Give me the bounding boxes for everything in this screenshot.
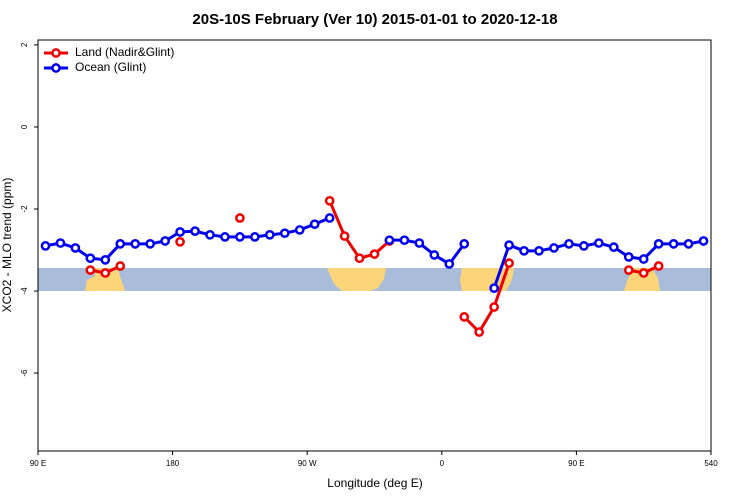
data-point [279,228,290,239]
x-tick-label: 90 E [30,459,46,468]
y-tick-label: 0 [20,124,29,129]
data-point [309,219,320,230]
data-point [638,268,649,278]
data-point [55,238,66,248]
data-point [130,239,141,249]
data-point [444,259,455,269]
data-point [504,240,514,250]
data-point [175,227,185,237]
data-point [220,232,230,242]
data-point [70,243,81,253]
y-tick-label: -6 [20,369,29,377]
data-point [534,245,544,256]
data-point [414,238,425,248]
data-point [653,261,664,271]
legend-marker [51,48,61,58]
x-axis-label: Longitude (deg E) [327,476,422,490]
chart-title: 20S-10S February (Ver 10) 2015-01-01 to … [192,11,557,28]
data-point [474,327,485,337]
x-tick-label: 540 [704,459,718,468]
data-point [623,265,634,275]
land-shape [327,268,386,291]
data-point [115,261,126,271]
data-point [324,213,335,223]
data-point [339,231,350,241]
data-point [264,229,275,240]
data-point [399,235,410,246]
data-point [324,195,335,206]
data-point [489,302,499,312]
x-tick-label: 90 W [298,459,317,468]
data-point [579,241,589,251]
data-point [384,235,395,246]
legend-label: Land (Nadir&Glint) [75,45,174,59]
data-point [85,265,96,275]
data-point [205,229,215,240]
series-line [90,200,660,335]
data-point [504,258,514,268]
data-point [668,239,679,249]
data-point [429,250,440,260]
data-point [459,312,470,322]
legend: Land (Nadir&Glint)Ocean (Glint) [44,45,174,74]
data-point [608,242,619,252]
data-point [354,253,365,264]
data-point [593,238,604,248]
data-point [235,232,245,242]
y-tick-label: -4 [20,287,29,295]
land-strip [38,268,711,291]
data-point [85,253,96,264]
data-point [459,239,470,249]
y-tick-label: -2 [20,205,29,213]
x-tick-label: 180 [166,459,180,468]
data-point [294,225,305,235]
data-point [519,245,529,256]
land-shape [624,268,660,291]
data-point [683,239,694,249]
data-point [160,236,170,246]
legend-label: Ocean (Glint) [75,60,146,74]
data-point [175,236,185,247]
data-point [653,239,664,249]
data-point [698,236,709,246]
data-point [623,252,634,262]
data-point [115,239,126,249]
data-point [235,213,245,223]
x-tick-label: 0 [440,459,445,468]
data-point [40,241,51,251]
data-point [190,226,200,236]
data-point [100,255,111,265]
data-point [145,239,156,249]
data-point [250,232,260,242]
data-point [100,268,111,278]
data-point [489,283,499,294]
land-shape [85,268,125,291]
y-axis-label: XCO2 - MLO trend (ppm) [0,178,14,313]
data-point [369,249,380,259]
data-point [638,254,649,264]
data-point [564,239,574,249]
legend-marker [51,63,61,73]
plot-frame [37,39,712,452]
y-tick-label: 2 [20,42,29,47]
data-point [549,243,559,253]
x-tick-label: 90 E [568,459,584,468]
